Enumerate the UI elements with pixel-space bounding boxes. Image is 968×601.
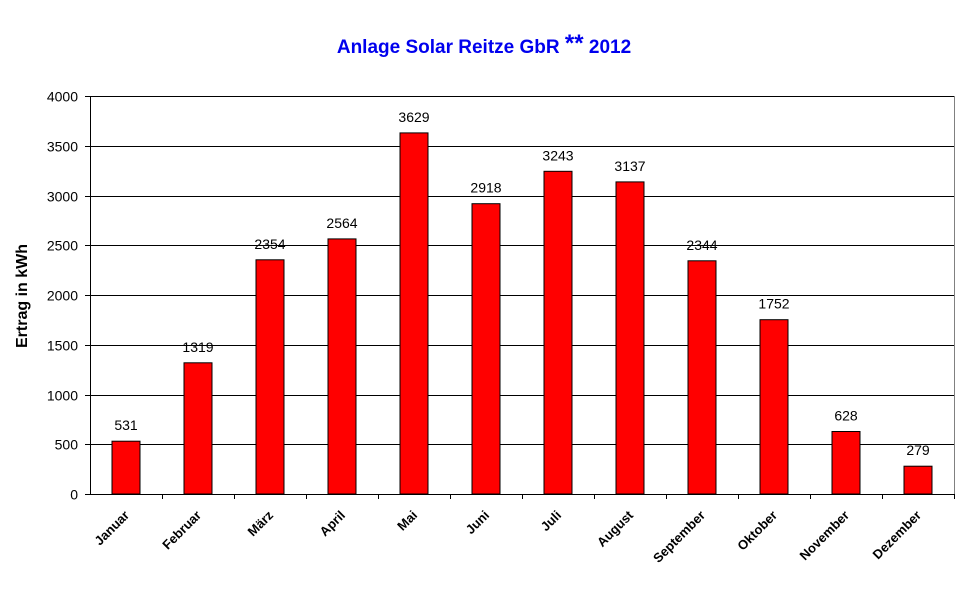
gridlines [90, 96, 954, 445]
y-tick-label: 0 [70, 487, 78, 503]
data-label: 628 [834, 408, 858, 424]
y-tick-label: 3000 [47, 189, 78, 205]
y-tick-label: 2500 [47, 238, 78, 254]
bar [759, 319, 789, 495]
x-category-label: Mai [394, 508, 420, 534]
chart-title: Anlage Solar Reitze GbR ** 2012 [0, 30, 968, 60]
chart-title-text: Anlage Solar Reitze GbR [336, 37, 560, 58]
axes [85, 96, 955, 499]
x-category-label: März [245, 507, 277, 539]
bar [615, 181, 645, 495]
bar [687, 260, 717, 495]
bar [327, 238, 357, 495]
chart-title-year: 2012 [588, 37, 632, 58]
x-category-label: November [797, 508, 853, 564]
bar [255, 259, 285, 495]
x-category-label: Juli [538, 508, 564, 534]
chart-title-stars: ** [564, 30, 584, 57]
x-category-label: Oktober [734, 508, 780, 554]
data-label: 3137 [614, 158, 645, 174]
x-category-label: Dezember [870, 508, 925, 563]
x-category-label: April [317, 508, 349, 540]
bar [111, 440, 141, 495]
data-label: 2354 [254, 236, 285, 252]
y-tick-label: 4000 [47, 89, 78, 105]
data-label: 531 [114, 417, 138, 433]
data-label: 279 [906, 442, 930, 458]
data-label: 1752 [758, 296, 789, 312]
bar [831, 431, 861, 495]
x-category-label: Juni [463, 508, 493, 538]
y-tick-label: 3500 [47, 139, 78, 155]
y-tick-label: 500 [55, 437, 79, 453]
x-category-label: Januar [91, 508, 132, 549]
bar [399, 132, 429, 495]
data-label: 3243 [542, 147, 573, 163]
y-axis-title: Ertrag in kWh [14, 244, 31, 348]
data-label: 1319 [182, 339, 213, 355]
x-category-label: August [594, 507, 637, 550]
y-tick-label: 2000 [47, 288, 78, 304]
data-label: 2344 [686, 237, 717, 253]
bar [183, 362, 213, 495]
data-label: 2918 [470, 180, 501, 196]
bar [471, 203, 501, 495]
y-tick-label: 1500 [47, 338, 78, 354]
data-label: 2564 [326, 215, 357, 231]
bar [903, 465, 933, 495]
data-label: 3629 [398, 109, 429, 125]
x-category-label: Februar [159, 508, 204, 553]
y-tick-label: 1000 [47, 388, 78, 404]
bar [543, 170, 573, 495]
bars [111, 132, 933, 495]
x-category-label: September [650, 508, 708, 566]
